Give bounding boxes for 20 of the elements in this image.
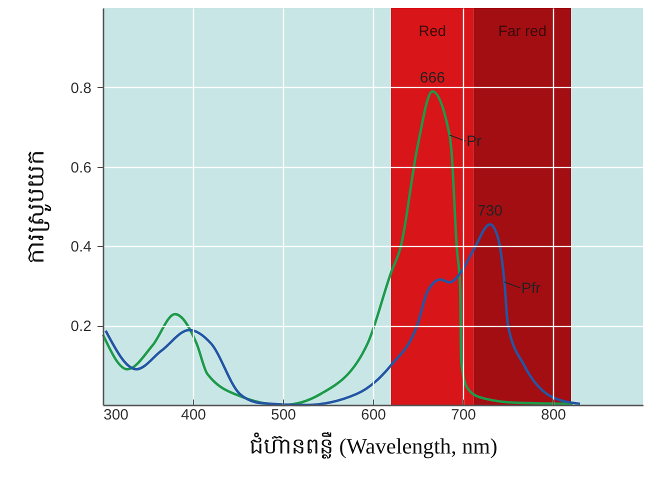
- annotation: 730: [477, 202, 503, 220]
- annotation: Pr: [466, 133, 482, 150]
- y-tick-label: 0.8: [70, 80, 92, 97]
- annotation: 666: [420, 69, 445, 86]
- x-axis-title: ជំហ៊ានពន្លឺ (Wavelength, nm): [250, 432, 498, 460]
- line-series: [104, 223, 582, 406]
- x-tick-label: 400: [180, 406, 206, 424]
- x-tick-label: 700: [450, 406, 476, 424]
- x-tick-label: 300: [104, 406, 129, 424]
- band-label: Far red: [498, 23, 547, 40]
- band-label: Red: [418, 23, 446, 40]
- y-tick-label: 0.4: [70, 238, 92, 256]
- annotation: Pfr: [521, 280, 541, 297]
- x-tick-label: 600: [360, 406, 386, 424]
- y-tick-label: 0.2: [70, 318, 92, 336]
- x-tick-label: 800: [540, 406, 566, 424]
- y-tick-label: 0.6: [70, 159, 92, 176]
- x-tick-label: 500: [270, 406, 296, 424]
- y-axis-title: ការស្រូបយក: [22, 150, 52, 264]
- line-series: [102, 90, 574, 406]
